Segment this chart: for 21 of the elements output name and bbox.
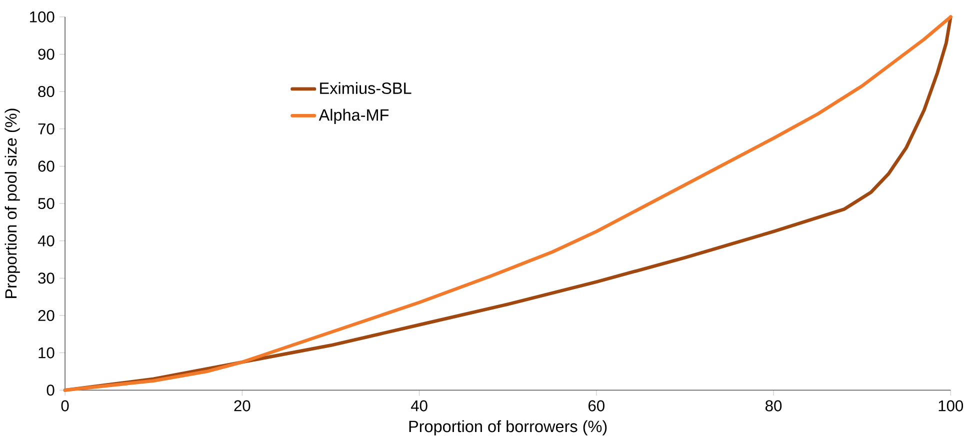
x-tick-label: 40 — [410, 400, 428, 412]
x-tick-label: 20 — [234, 400, 250, 412]
y-tick-label: 90 — [38, 48, 54, 60]
y-tick-label: 20 — [38, 310, 54, 322]
x-tick-label: 0 — [61, 400, 69, 412]
x-axis-title: Proportion of borrowers (%) — [409, 420, 607, 436]
y-tick-label: 60 — [38, 160, 54, 172]
x-tick-label: 60 — [588, 400, 604, 412]
y-tick-label: 100 — [30, 12, 54, 23]
y-tick-label: 10 — [38, 347, 54, 358]
y-tick-label: 40 — [38, 235, 54, 246]
legend-label: Alpha-MF — [318, 108, 389, 124]
y-tick-label: 80 — [38, 86, 54, 98]
legend-label: Eximius-SBL — [320, 82, 412, 94]
y-tick-label: 30 — [38, 272, 54, 284]
x-tick-label: 80 — [766, 400, 782, 412]
y-tick-label: 0 — [46, 384, 54, 396]
x-tick-label: 100 — [938, 400, 964, 412]
y-tick-label: 70 — [38, 123, 54, 135]
y-tick-label: 50 — [38, 198, 54, 210]
y-axis-title: Proportion of pool size (%) — [4, 108, 20, 298]
